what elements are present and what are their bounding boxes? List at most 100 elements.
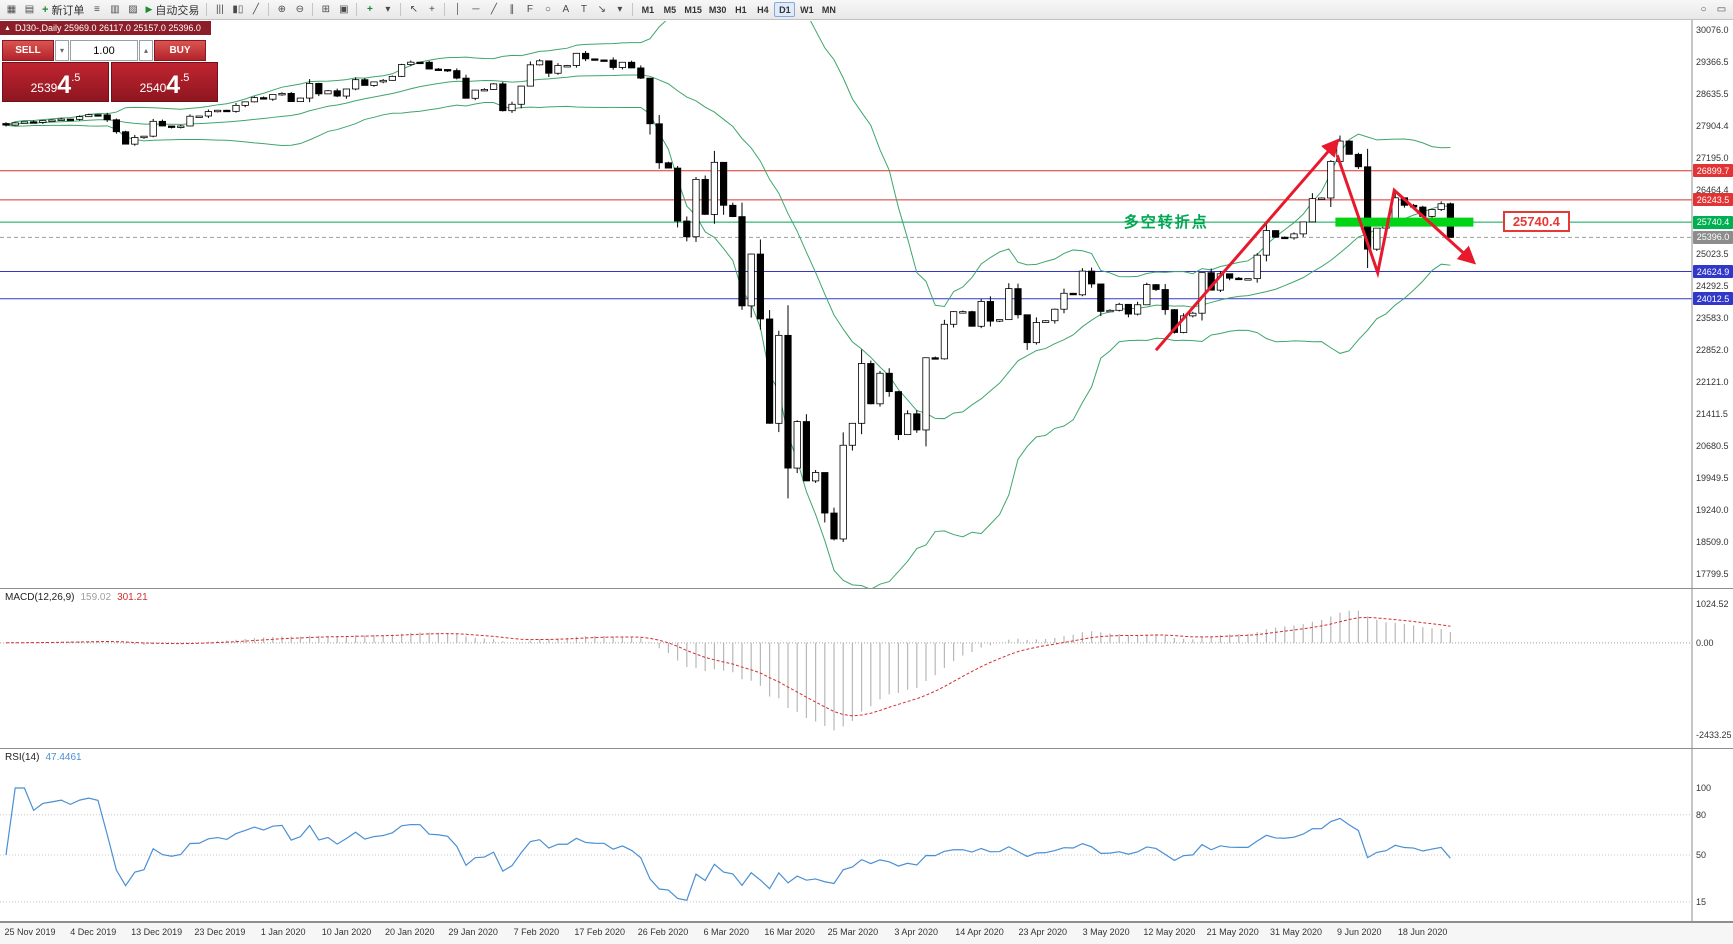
price-axis-label: 18509.0 [1696,537,1729,547]
price-axis-label: 27904.4 [1696,121,1729,131]
macd-panel [0,610,1692,731]
macd-indicator-label: MACD(12,26,9) 159.02 301.21 [5,592,148,603]
time-axis-label: 13 Dec 2019 [131,927,183,937]
horizontal-line-tool-icon[interactable]: ─ [472,4,480,15]
rsi-indicator-label: RSI(14) 47.4461 [5,752,82,763]
navigator-icon[interactable]: ▨ [128,4,138,15]
timeframe-m5[interactable]: M5 [663,4,677,15]
chart-title-marker-icon: ▲ [4,24,11,32]
sell-button[interactable]: SELL [2,40,54,61]
time-axis-label: 3 May 2020 [1082,927,1130,937]
indicator-dropdown-icon[interactable]: ▾ [385,4,391,15]
time-axis-label: 20 Jan 2020 [385,927,435,937]
price-axis-label: 29366.5 [1696,57,1729,67]
rsi-axis-label: 15 [1696,896,1707,907]
text-tool-icon[interactable]: A [562,4,570,15]
timeframe-m1[interactable]: M1 [641,4,655,15]
bar-chart-icon[interactable]: ||| [215,4,224,15]
price-axis-label: 30076.0 [1696,25,1729,35]
trendline-tool-icon[interactable]: ╱ [490,4,497,15]
toolbar-separator [268,3,270,16]
profiles-icon[interactable]: ▤ [24,4,35,15]
time-axis-label: 17 Feb 2020 [574,927,625,937]
label-tool-icon[interactable]: T [580,4,587,15]
rsi-value: 47.4461 [45,752,82,763]
new-order-button[interactable]: + 新订单 [39,2,87,18]
timeframe-m30[interactable]: M30 [708,4,727,15]
time-axis-label: 4 Dec 2019 [70,927,117,937]
macd-axis-label: 0.00 [1696,637,1714,648]
time-axis-label: 9 Jun 2020 [1337,927,1382,937]
new-chart-icon[interactable]: ▦ [6,4,17,15]
arrow-tool-icon[interactable]: ↘ [597,4,607,15]
tile-windows-icon[interactable]: ⊞ [321,4,331,15]
price-axis-label: 19949.5 [1696,473,1729,483]
cursor-icon[interactable]: ↖ [409,4,419,15]
time-axis-label: 6 Mar 2020 [703,927,750,937]
toolbar-separator [356,3,358,16]
main-price-panel [0,21,1692,589]
shapes-tool-icon[interactable]: ○ [544,4,551,15]
timeframe-h1[interactable]: H1 [735,4,747,15]
channel-tool-icon[interactable]: ∥ [509,4,515,15]
rsi-axis-label: 50 [1696,850,1707,860]
timeframe-group: M1 M5 M15 M30 H1 H4 D1 W1 MN [637,2,839,17]
crosshair-icon[interactable]: + [428,4,435,15]
data-window-icon[interactable]: ▥ [110,4,120,15]
time-axis-strip [0,922,1733,944]
rsi-panel [0,787,1692,903]
toolbar-separator [444,3,446,16]
toolbar-separator [312,3,314,16]
price-axis-label: 24292.5 [1696,281,1729,291]
price-badge: 25740.4 [1693,215,1733,229]
time-axis-label: 1 Jan 2020 [260,927,306,937]
pivot-point-annotation: 多空转折点 [1123,214,1209,232]
volume-increase-button[interactable]: ▴ [139,40,153,61]
fibonacci-tool-icon[interactable]: F [526,4,533,15]
price-badge: 26899.7 [1693,164,1733,178]
price-axis-label: 25023.5 [1696,249,1729,259]
time-axis-label: 14 Apr 2020 [955,927,1004,937]
auto-trading-play-icon: ▶ [145,4,153,14]
zoom-in-icon[interactable]: ⊕ [277,4,287,15]
chat-icon[interactable]: ▭ [1716,4,1727,15]
zoom-out-icon[interactable]: ⊖ [295,4,305,15]
volume-decrease-button[interactable]: ▾ [55,40,69,61]
new-order-icon: + [42,3,49,16]
toolbar-separator [400,3,402,16]
timeframe-w1[interactable]: W1 [800,4,814,15]
macd-signal-value: 301.21 [117,592,148,603]
rsi-axis-label: 80 [1696,809,1707,820]
sell-price[interactable]: 2539 4.5 [2,62,109,102]
volume-input[interactable] [70,40,138,61]
auto-trading-button[interactable]: ▶ 自动交易 [142,2,202,18]
price-axis-label: 21411.5 [1696,409,1728,419]
time-axis-label: 16 Mar 2020 [764,927,815,937]
rsi-axis-label: 100 [1696,783,1712,793]
price-badge: 24012.5 [1693,292,1733,306]
chart-title: DJ30-,Daily 25969.0 26117.0 25157.0 2539… [14,23,201,33]
arrow-tool-dropdown-icon[interactable]: ▾ [617,4,623,15]
timeframe-m15[interactable]: M15 [684,4,702,15]
vertical-line-tool-icon[interactable]: │ [454,4,461,15]
search-icon[interactable]: ○ [1700,4,1707,15]
timeframe-d1[interactable]: D1 [774,2,796,17]
macd-main-value: 159.02 [80,592,112,603]
cascade-windows-icon[interactable]: ▣ [339,4,349,15]
price-badge: 25396.0 [1693,230,1733,244]
add-indicator-icon[interactable]: + [366,4,373,15]
buy-price[interactable]: 2540 4.5 [111,62,218,102]
candlestick-chart-icon[interactable]: ▮▯ [232,4,244,15]
market-watch-icon[interactable]: ≡ [94,4,100,15]
price-axis-label: 20680.5 [1696,441,1729,451]
time-axis-label: 3 Apr 2020 [894,927,938,937]
timeframe-h4[interactable]: H4 [757,4,769,15]
buy-button[interactable]: BUY [154,40,206,61]
line-chart-icon[interactable]: ╱ [252,4,259,15]
timeframe-mn[interactable]: MN [821,4,836,15]
time-axis-label: 7 Feb 2020 [513,927,560,937]
time-axis-label: 18 Jun 2020 [1397,927,1448,937]
